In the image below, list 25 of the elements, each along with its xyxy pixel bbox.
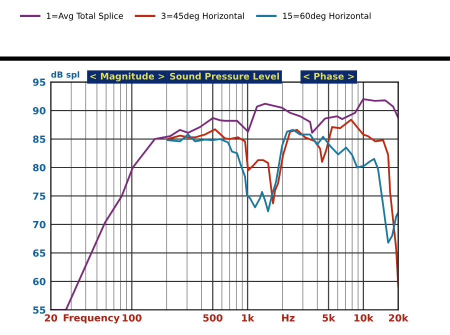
legend-label: 1=Avg Total Splice	[46, 12, 123, 21]
y-tick-label: 90	[32, 107, 46, 114]
y-tick-label: 75	[33, 192, 46, 200]
text: < Magnitude >	[90, 72, 164, 82]
legend-label: 3=45deg Horizontal	[162, 12, 244, 21]
x-tick-label: 100	[122, 314, 142, 322]
legend-label: 15=60deg Horizontal	[283, 12, 371, 21]
y-tick-label: 70	[33, 220, 46, 228]
x-tick-label: 20k	[389, 314, 408, 322]
chart-title: Sound Pressure Level	[170, 72, 279, 80]
x-axis-title: Frequency	[64, 314, 120, 324]
x-tick-label: 5k	[322, 314, 336, 322]
y-tick-label: 85	[33, 136, 46, 143]
y-tick-label: 65	[33, 249, 46, 257]
x-tick-label: 1k	[242, 314, 254, 322]
y-tick-label: 95	[32, 78, 46, 86]
x-tick-label: 20	[44, 314, 58, 322]
y-tick-label: 80	[33, 164, 46, 172]
y-tick-label: 60	[33, 278, 46, 286]
x-tick-label: 500	[203, 314, 222, 322]
text: Hz	[282, 314, 294, 322]
y-axis-title: dB spl	[51, 71, 80, 80]
x-tick-label: 10k	[354, 314, 374, 322]
y-tick-label: 55	[33, 306, 46, 314]
text: < Phase >	[304, 72, 354, 80]
